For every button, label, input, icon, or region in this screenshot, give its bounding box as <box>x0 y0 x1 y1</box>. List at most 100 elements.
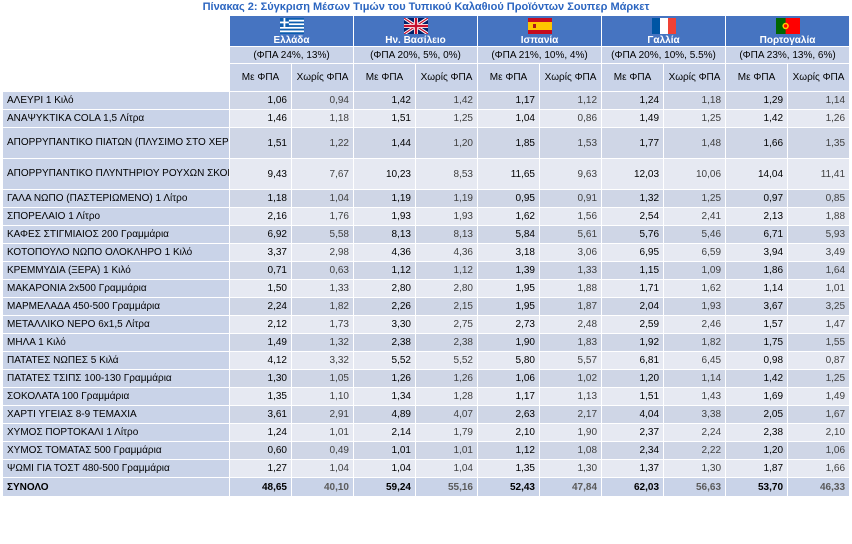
table-row: ΨΩΜΙ ΓΙΑ ΤΟΣΤ 480-500 Γραμμάρια 1,27 1,04 1… <box>2 459 851 478</box>
price-without-vat: 1,73 <box>291 315 354 334</box>
without-vat-header: Χωρίς ΦΠΑ <box>663 63 727 92</box>
price-with-vat: 1,93 <box>353 207 416 226</box>
price-without-vat: 2,46 <box>663 315 727 334</box>
price-with-vat: 1,49 <box>229 333 292 352</box>
price-without-vat: 3,25 <box>787 297 851 316</box>
price-with-vat: 2,14 <box>353 423 416 442</box>
price-with-vat: 3,37 <box>229 243 292 262</box>
price-without-vat: 1,04 <box>291 189 354 208</box>
price-without-vat: 1,93 <box>663 297 727 316</box>
price-without-vat: 1,12 <box>538 91 603 110</box>
product-name: ΠΑΤΑΤΕΣ ΤΣΙΠΣ 100-130 Γραμμάρια <box>2 369 230 388</box>
greece-flag-icon <box>279 18 304 34</box>
price-with-vat: 6,71 <box>725 225 789 244</box>
price-without-vat: 1,30 <box>663 459 727 478</box>
with-vat-header: Με ΦΠΑ <box>229 63 292 92</box>
price-without-vat: 5,93 <box>787 225 851 244</box>
price-without-vat: 1,48 <box>663 127 727 159</box>
price-with-vat: 5,80 <box>477 351 540 370</box>
product-name: ΣΟΚΟΛΑΤΑ 100 Γραμμάρια <box>2 387 230 406</box>
price-without-vat: 1,83 <box>538 333 603 352</box>
price-with-vat: 1,15 <box>601 261 665 280</box>
price-without-vat: 7,67 <box>291 158 354 190</box>
product-name: ΚΡΕΜΜΥΔΙΑ (ΞΕΡΑ) 1 Κιλό <box>2 261 230 280</box>
price-without-vat: 1,82 <box>291 297 354 316</box>
price-without-vat: 5,46 <box>663 225 727 244</box>
price-with-vat: 1,30 <box>229 369 292 388</box>
price-without-vat: 1,28 <box>415 387 478 406</box>
price-without-vat: 0,87 <box>787 351 851 370</box>
price-without-vat: 2,15 <box>415 297 478 316</box>
price-with-vat: 1,12 <box>477 441 540 460</box>
price-with-vat: 1,27 <box>229 459 292 478</box>
price-with-vat: 1,18 <box>229 189 292 208</box>
price-with-vat: 1,24 <box>601 91 665 110</box>
product-name: ΑΛΕΥΡΙ 1 Κιλό <box>2 91 230 110</box>
price-with-vat: 9,43 <box>229 158 292 190</box>
price-with-vat: 1,85 <box>477 127 540 159</box>
product-name: ΠΑΤΑΤΕΣ ΝΩΠΕΣ 5 Κιλά <box>2 351 230 370</box>
table-row: ΑΝΑΨΥΚΤΙΚΑ COLA 1,5 Λίτρα 1,46 1,18 1,51 1,2… <box>2 109 851 128</box>
price-without-vat: 1,04 <box>415 459 478 478</box>
price-with-vat: 1,34 <box>353 387 416 406</box>
price-without-vat: 0,85 <box>787 189 851 208</box>
price-with-vat: 6,81 <box>601 351 665 370</box>
price-comparison-table: Ελλάδα Ην. Βασίλειο Ισπανία Γαλλία Πορτογαλί… <box>2 15 851 497</box>
price-without-vat: 0,91 <box>538 189 603 208</box>
price-without-vat: 1,14 <box>663 369 727 388</box>
country-header: Πορτογαλία <box>725 15 851 47</box>
price-without-vat: 3,06 <box>538 243 603 262</box>
price-without-vat: 2,10 <box>787 423 851 442</box>
uk-flag-icon <box>403 18 428 34</box>
price-with-vat: 1,17 <box>477 91 540 110</box>
price-without-vat: 0,94 <box>291 91 354 110</box>
price-without-vat: 2,91 <box>291 405 354 424</box>
price-with-vat: 0,60 <box>229 441 292 460</box>
product-name: ΣΠΟΡΕΛΑΙΟ 1 Λίτρο <box>2 207 230 226</box>
price-without-vat: 1,01 <box>291 423 354 442</box>
price-without-vat: 2,38 <box>415 333 478 352</box>
table-row: ΧΥΜΟΣ ΤΟΜΑΤΑΣ 500 Γραμμάρια 0,60 0,49 1,01 1… <box>2 441 851 460</box>
price-with-vat: 2,37 <box>601 423 665 442</box>
total-row: ΣΥΝΟΛΟ 48,65 40,10 59,24 55,16 52,43 47,84 62,0… <box>2 477 851 497</box>
price-with-vat: 1,04 <box>353 459 416 478</box>
price-without-vat: 1,49 <box>787 387 851 406</box>
price-without-vat: 8,13 <box>415 225 478 244</box>
price-without-vat: 2,80 <box>415 279 478 298</box>
country-header-row: Ελλάδα Ην. Βασίλειο Ισπανία Γαλλία Πορτογαλί… <box>2 15 851 47</box>
table-row: ΜΑΡΜΕΛΑΔΑ 450-500 Γραμμάρια 2,24 1,82 2,26 2… <box>2 297 851 316</box>
price-with-vat: 1,26 <box>353 369 416 388</box>
price-without-vat: 0,63 <box>291 261 354 280</box>
price-without-vat: 1,25 <box>415 109 478 128</box>
product-name: ΜΑΡΜΕΛΑΔΑ 450-500 Γραμμάρια <box>2 297 230 316</box>
vat-rates: (ΦΠΑ 21%, 10%, 4%) <box>476 46 603 64</box>
price-without-vat: 9,63 <box>538 158 603 190</box>
product-name: ΧΥΜΟΣ ΤΟΜΑΤΑΣ 500 Γραμμάρια <box>2 441 230 460</box>
vat-rates: (ΦΠΑ 23%, 13%, 6%) <box>725 46 851 64</box>
country-name: Ην. Βασίλειο <box>385 35 446 46</box>
table-row: ΧΥΜΟΣ ΠΟΡΤΟΚΑΛΙ 1 Λίτρο 1,24 1,01 2,14 1,79 2… <box>2 423 851 442</box>
price-with-vat: 3,61 <box>229 405 292 424</box>
price-without-vat: 1,22 <box>291 127 354 159</box>
price-without-vat: 1,13 <box>538 387 603 406</box>
price-with-vat: 1,12 <box>353 261 416 280</box>
price-without-vat: 1,66 <box>787 459 851 478</box>
price-with-vat: 2,10 <box>477 423 540 442</box>
price-without-vat: 1,47 <box>787 315 851 334</box>
price-with-vat: 2,16 <box>229 207 292 226</box>
price-with-vat: 3,94 <box>725 243 789 262</box>
product-name: ΚΑΦΕΣ ΣΤΙΓΜΙΑΙΟΣ 200 Γραμμάρια <box>2 225 230 244</box>
price-with-vat: 2,34 <box>601 441 665 460</box>
with-vat-header: Με ΦΠΑ <box>725 63 789 92</box>
price-without-vat: 4,07 <box>415 405 478 424</box>
price-with-vat: 1,66 <box>725 127 789 159</box>
price-with-vat: 2,73 <box>477 315 540 334</box>
price-without-vat: 10,06 <box>663 158 727 190</box>
table-row: ΚΑΦΕΣ ΣΤΙΓΜΙΑΙΟΣ 200 Γραμμάρια 6,92 5,58 8,… <box>2 225 851 244</box>
product-name: ΜΕΤΑΛΛΙΚΟ ΝΕΡΟ 6x1,5 Λίτρα <box>2 315 230 334</box>
price-with-vat: 1,87 <box>725 459 789 478</box>
price-with-vat: 3,67 <box>725 297 789 316</box>
price-with-vat: 1,62 <box>477 207 540 226</box>
price-without-vat: 4,36 <box>415 243 478 262</box>
price-with-vat: 1,51 <box>601 387 665 406</box>
